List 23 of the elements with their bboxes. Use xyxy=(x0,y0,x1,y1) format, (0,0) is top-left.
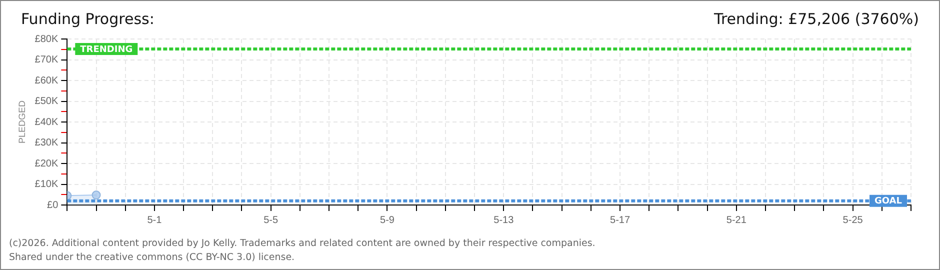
x-tick-label: 5-25 xyxy=(842,214,864,226)
ref-line-label: GOAL xyxy=(874,196,902,207)
y-tick-label: £80K xyxy=(34,34,58,45)
x-tick-label: 5-21 xyxy=(726,214,747,226)
x-tick-label: 5-5 xyxy=(264,214,279,226)
y-tick-label: £30K xyxy=(34,138,58,148)
x-tick-label: 5-13 xyxy=(494,214,514,226)
x-tick-label: 5-1 xyxy=(147,214,162,226)
y-tick-label: £60K xyxy=(34,75,58,86)
y-tick-label: £50K xyxy=(34,96,58,107)
text: Shared under the creative commons (CC BY-NC 3.0) license. xyxy=(9,252,295,263)
y-tick-label: £40K xyxy=(34,116,58,128)
x-tick-label: 5-17 xyxy=(610,214,630,226)
y-tick-label: £70K xyxy=(34,54,58,66)
y-axis-title: PLEDGED xyxy=(16,100,27,144)
chart-title: Funding Progress: xyxy=(21,10,154,28)
y-tick-label: £0 xyxy=(47,200,59,211)
x-tick-label: 5-9 xyxy=(380,214,395,226)
y-tick-label: £20K xyxy=(34,158,58,170)
ref-line-label: TRENDING xyxy=(80,44,133,55)
text: (c)2026. Additional content provided by Jo Kelly. Trademarks and related content are owned by their respective companies. xyxy=(9,238,596,249)
chart-subtitle: Trending: £75,206 (3760%) xyxy=(714,10,919,28)
y-tick-label: £10K xyxy=(34,179,58,190)
